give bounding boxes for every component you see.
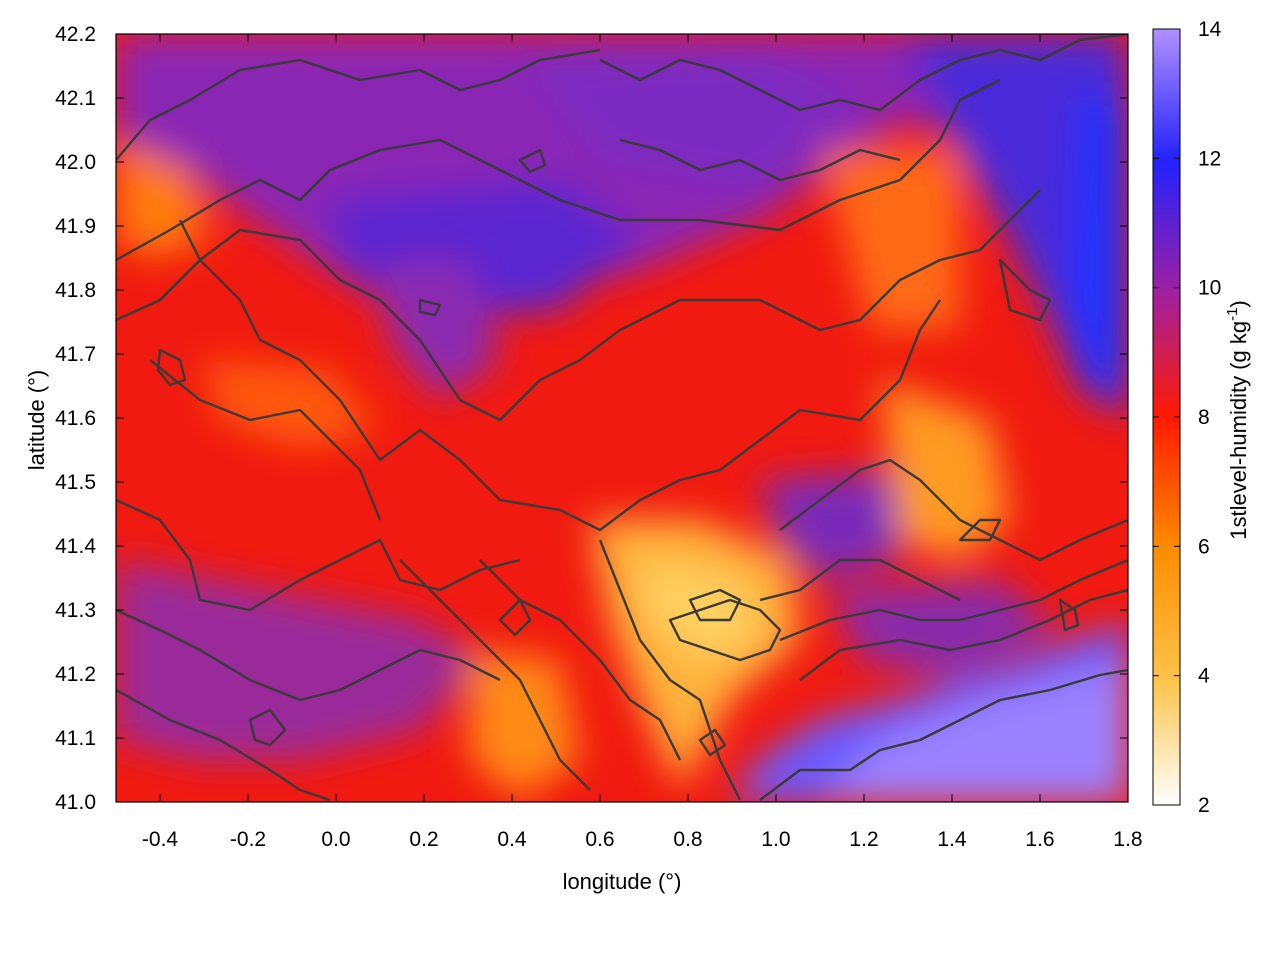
- heatmap-field: [116, 34, 1128, 802]
- colorbar-tick-label: 8: [1198, 406, 1210, 429]
- x-tick-label: 1.2: [849, 828, 878, 851]
- colorbar-tick-label: 4: [1198, 665, 1210, 688]
- x-tick-label: 1.8: [1113, 828, 1142, 851]
- x-tick-label: 0.4: [497, 828, 527, 851]
- colorbar-tick-label: 12: [1198, 147, 1221, 170]
- colorbar-title-superscript: -1: [1224, 308, 1241, 321]
- contour-lines: [116, 34, 1128, 802]
- colorbar-title-close: ): [1226, 300, 1251, 307]
- colorbar-title: 1stlevel-humidity (g kg-1): [1224, 300, 1251, 540]
- x-tick-label: 0.8: [673, 828, 702, 851]
- y-tick-label: 41.0: [55, 791, 96, 814]
- y-tick-label: 41.7: [55, 343, 96, 366]
- x-tick-label: 0.0: [321, 828, 350, 851]
- colorbar-tick-label: 14: [1198, 18, 1222, 41]
- x-axis-title: longitude (°): [563, 869, 682, 894]
- y-tick-label: 41.5: [55, 471, 96, 494]
- y-tick-label: 41.6: [55, 407, 96, 430]
- y-tick-label: 41.2: [55, 663, 96, 686]
- x-tick-label: -0.2: [230, 828, 266, 851]
- colorbar-ticks: 2 4 6 8 10 12 14: [1153, 18, 1222, 817]
- y-tick-label: 42.0: [55, 151, 96, 174]
- x-tick-label: 1.6: [1025, 828, 1054, 851]
- y-axis: 41.0 41.1 41.2 41.3 41.4 41.5 41.6 41.7 41.8 41.9…: [55, 23, 1128, 814]
- y-tick-label: 42.2: [55, 23, 96, 46]
- colorbar-title-main: 1stlevel-humidity (g kg: [1226, 321, 1251, 540]
- x-axis: -0.4 -0.2 0.0 0.2 0.4 0.6 0.8 1.0 1.2 1.4 1.6 1.8: [142, 34, 1143, 851]
- x-tick-label: 1.4: [937, 828, 967, 851]
- x-tick-label: 0.2: [409, 828, 438, 851]
- colorbar-tick-label: 10: [1198, 277, 1221, 300]
- x-tick-label: 1.0: [761, 828, 790, 851]
- y-tick-label: 42.1: [55, 87, 96, 110]
- colorbar-tick-label: 2: [1198, 794, 1210, 817]
- y-tick-label: 41.1: [55, 727, 96, 750]
- y-tick-label: 41.3: [55, 599, 96, 622]
- y-tick-label: 41.8: [55, 279, 96, 302]
- y-tick-label: 41.4: [55, 535, 96, 558]
- x-tick-label: -0.4: [142, 828, 179, 851]
- colorbar-tick-label: 6: [1198, 535, 1210, 558]
- y-tick-label: 41.9: [55, 215, 96, 238]
- x-tick-label: 0.6: [585, 828, 614, 851]
- y-axis-title: latitude (°): [24, 370, 49, 471]
